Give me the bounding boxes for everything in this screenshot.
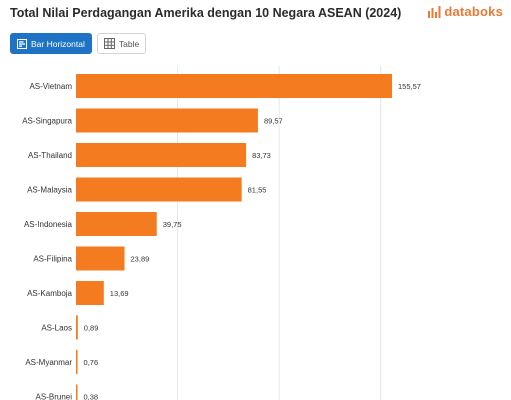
value-label: 155,57: [398, 82, 421, 91]
category-label: AS-Laos: [41, 324, 72, 333]
category-label: AS-Filipina: [33, 255, 72, 264]
bar[interactable]: [76, 74, 392, 98]
bar[interactable]: [76, 384, 78, 400]
bar[interactable]: [76, 108, 258, 133]
table-button[interactable]: Table: [96, 33, 147, 54]
bar[interactable]: [76, 315, 78, 340]
chart-title: Total Nilai Perdagangan Amerika dengan 1…: [10, 6, 402, 20]
bar[interactable]: [76, 281, 104, 305]
value-label: 13,69: [110, 289, 129, 298]
category-label: AS-Indonesia: [24, 220, 73, 229]
category-label: AS-Malaysia: [27, 186, 72, 195]
bar-chart-icon: [17, 38, 27, 49]
value-label: 83,73: [252, 151, 271, 160]
brand-logo: databoks: [427, 4, 503, 19]
category-label: AS-Singapura: [22, 117, 72, 126]
bar-horizontal-label: Bar Horizontal: [31, 38, 85, 49]
category-label: AS-Vietnam: [29, 82, 72, 91]
category-label: AS-Kamboja: [27, 289, 72, 298]
bar-horizontal-button[interactable]: Bar Horizontal: [10, 33, 92, 54]
value-label: 39,75: [163, 220, 182, 229]
value-label: 81,55: [248, 186, 267, 195]
bar[interactable]: [76, 246, 125, 271]
value-label: 23,89: [131, 255, 150, 264]
value-label: 0,76: [84, 358, 99, 367]
bar-chart: AS-Vietnam 155,57 AS-Singapura 89,57 AS-Thai…: [22, 66, 421, 400]
value-label: 0,38: [84, 393, 99, 400]
bar[interactable]: [76, 350, 78, 374]
value-label: 89,57: [264, 117, 283, 126]
brand-name: databoks: [444, 4, 503, 19]
bar[interactable]: [76, 143, 247, 167]
view-toolbar: Bar Horizontal Table: [10, 33, 147, 54]
bar[interactable]: [76, 212, 157, 236]
bar[interactable]: [76, 177, 242, 202]
category-label: AS-Myanmar: [25, 358, 72, 367]
table-label: Table: [118, 38, 140, 49]
value-label: 0,89: [84, 324, 99, 333]
databoks-logo-icon: [428, 5, 441, 18]
category-label: AS-Brunei: [36, 393, 73, 400]
category-label: AS-Thailand: [28, 151, 72, 160]
table-grid-icon: [103, 38, 115, 49]
